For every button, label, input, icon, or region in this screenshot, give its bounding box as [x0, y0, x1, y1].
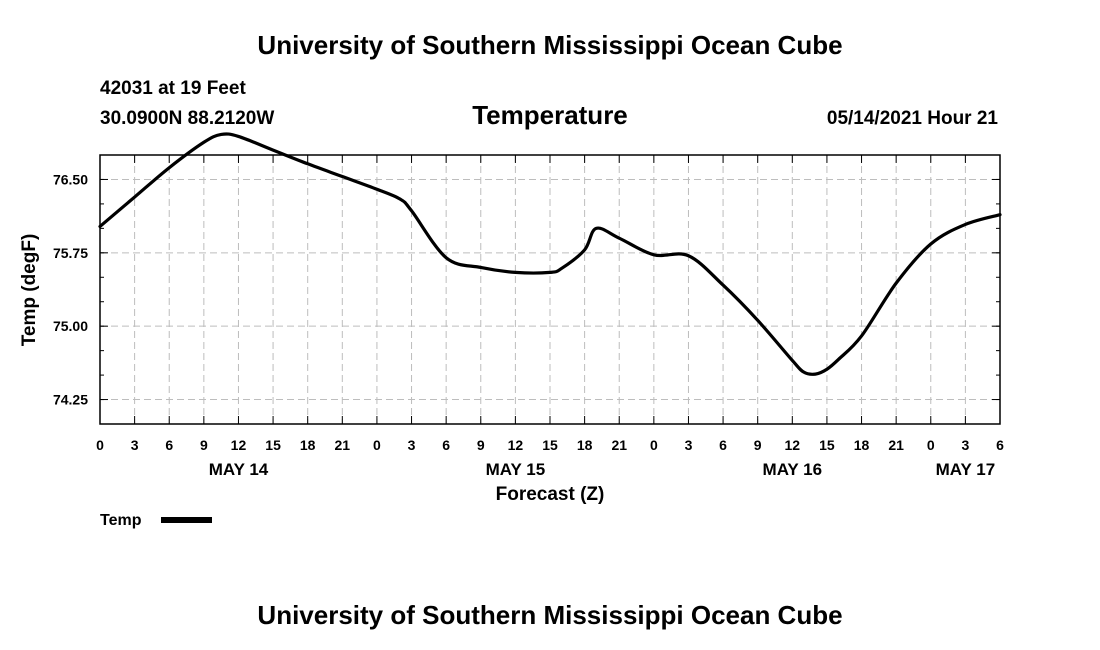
x-tick-label: 0	[373, 437, 381, 453]
x-tick-label: 3	[961, 437, 969, 453]
y-tick-labels: 74.25 75.00 75.75 76.50	[53, 171, 88, 407]
x-tick-label: 6	[719, 437, 727, 453]
x-tick-label: 15	[542, 437, 558, 453]
y-tick-label: 75.00	[53, 318, 88, 334]
series-line-temp	[98, 132, 1002, 376]
day-label: MAY 14	[209, 460, 269, 479]
legend: Temp	[100, 512, 212, 529]
x-tick-label: 6	[442, 437, 450, 453]
coordinates-label: 30.0900N 88.2120W	[100, 108, 274, 129]
x-tick-label: 0	[927, 437, 935, 453]
x-tick-label: 9	[754, 437, 762, 453]
page-title-top: University of Southern Mississippi Ocean…	[257, 30, 842, 60]
y-axis-label: Temp (degF)	[19, 234, 40, 347]
x-tick-label: 15	[819, 437, 835, 453]
x-tick-label: 3	[685, 437, 693, 453]
x-tick-label: 18	[300, 437, 316, 453]
x-tick-label: 15	[265, 437, 281, 453]
x-tick-label: 6	[165, 437, 173, 453]
x-tick-label: 3	[408, 437, 416, 453]
x-tick-label: 0	[96, 437, 104, 453]
valid-time-label: 05/14/2021 Hour 21	[827, 108, 999, 129]
x-tick-label: 18	[577, 437, 593, 453]
day-labels: MAY 14 MAY 15 MAY 16 MAY 17	[209, 460, 995, 479]
x-tick-label: 6	[996, 437, 1004, 453]
y-tick-label: 75.75	[53, 245, 88, 261]
day-label: MAY 15	[486, 460, 546, 479]
x-tick-labels: 0 3 6 9 12 15 18 21 0 3 6 9 12 15 18 21 0 3 6 9 12 15 18 21 0 3 6	[96, 437, 1004, 453]
x-tick-label: 9	[477, 437, 485, 453]
chart-title: Temperature	[472, 100, 628, 130]
x-tick-label: 0	[650, 437, 658, 453]
x-tick-label: 21	[611, 437, 627, 453]
y-tick-label: 74.25	[53, 392, 88, 408]
y-tick-label: 76.50	[53, 171, 88, 187]
x-tick-label: 21	[335, 437, 351, 453]
station-label: 42031 at 19 Feet	[100, 78, 246, 99]
legend-label-temp: Temp	[100, 512, 142, 529]
page-title-bottom: University of Southern Mississippi Ocean…	[257, 600, 842, 630]
plot-frame	[99, 154, 1001, 425]
x-tick-label: 3	[131, 437, 139, 453]
x-tick-label: 18	[854, 437, 870, 453]
day-label: MAY 17	[936, 460, 996, 479]
grid-lines	[100, 155, 1000, 424]
x-tick-label: 12	[231, 437, 247, 453]
day-label: MAY 16	[763, 460, 823, 479]
x-axis-label: Forecast (Z)	[496, 484, 605, 505]
x-tick-label: 21	[888, 437, 904, 453]
x-tick-label: 9	[200, 437, 208, 453]
x-tick-label: 12	[785, 437, 801, 453]
x-tick-label: 12	[508, 437, 524, 453]
series-layer	[98, 132, 1002, 376]
